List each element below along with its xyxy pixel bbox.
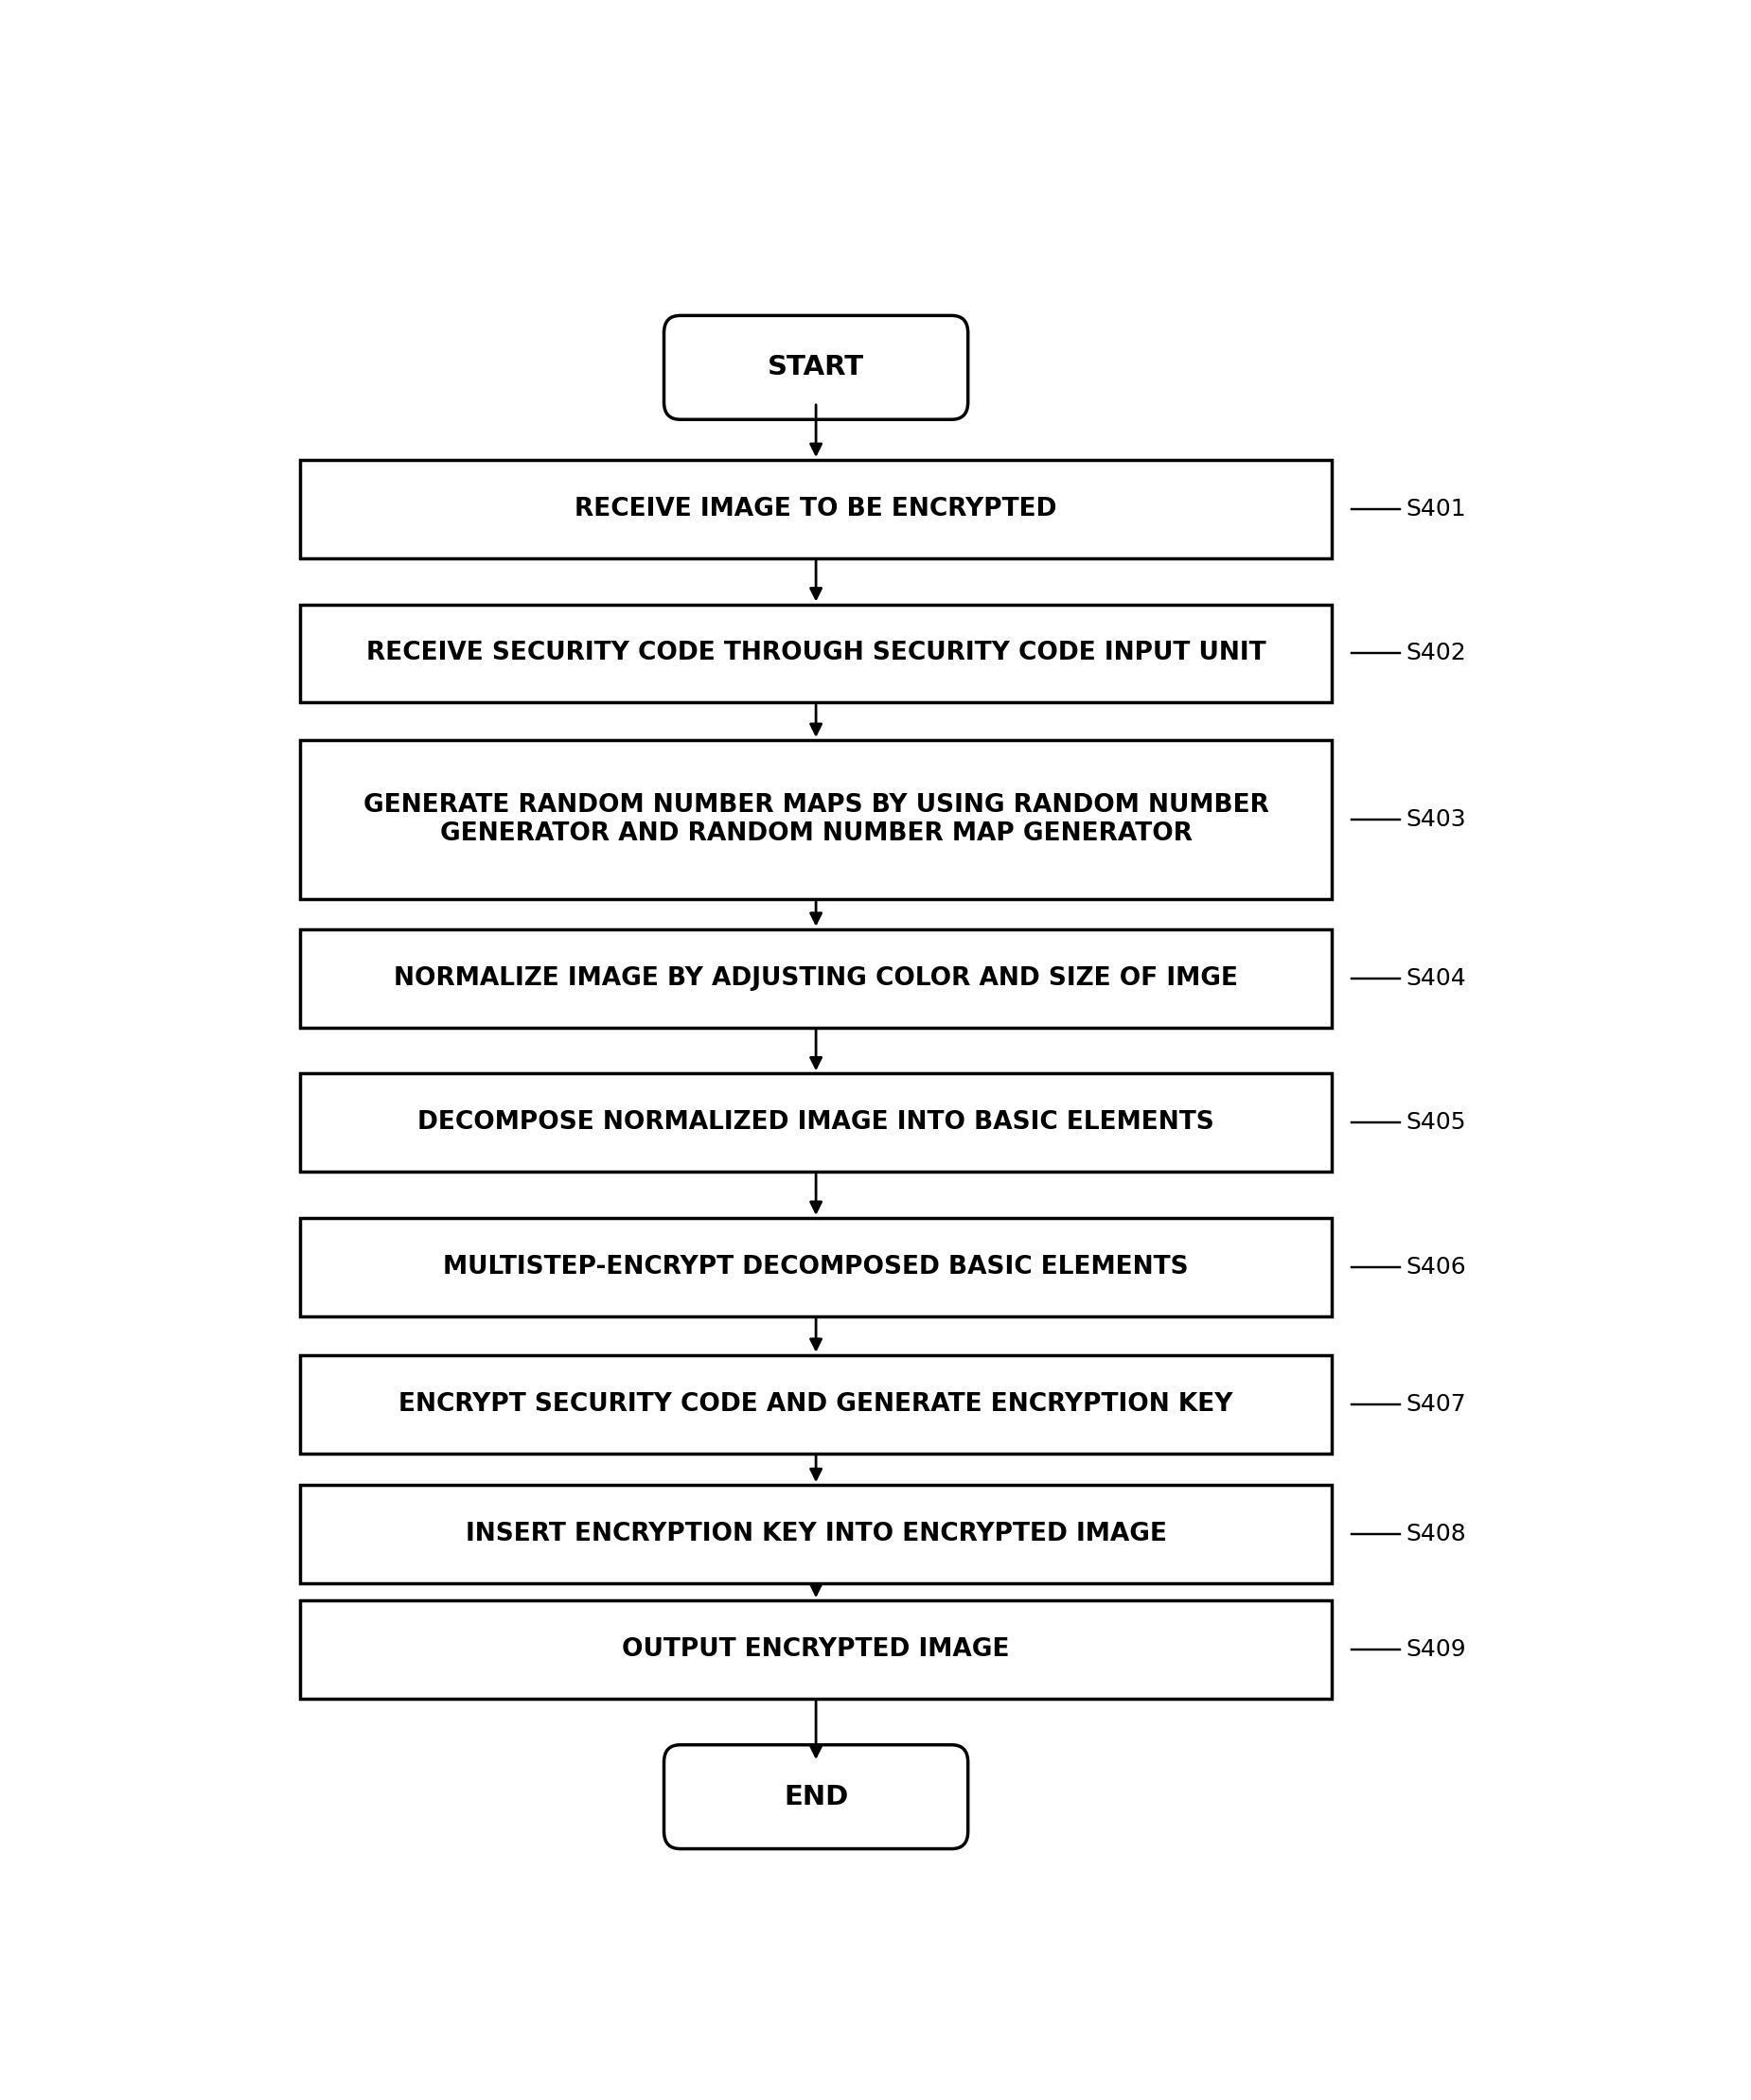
Text: END: END — [784, 1783, 847, 1810]
Text: OUTPUT ENCRYPTED IMAGE: OUTPUT ENCRYPTED IMAGE — [622, 1638, 1010, 1661]
Text: S408: S408 — [1406, 1522, 1467, 1546]
Text: S403: S403 — [1406, 808, 1467, 832]
Text: S401: S401 — [1406, 498, 1467, 521]
FancyBboxPatch shape — [301, 1218, 1333, 1317]
FancyBboxPatch shape — [301, 460, 1333, 559]
FancyBboxPatch shape — [301, 739, 1333, 899]
FancyBboxPatch shape — [301, 928, 1333, 1027]
FancyBboxPatch shape — [301, 1485, 1333, 1583]
Text: GENERATE RANDOM NUMBER MAPS BY USING RANDOM NUMBER
GENERATOR AND RANDOM NUMBER M: GENERATE RANDOM NUMBER MAPS BY USING RAN… — [362, 794, 1269, 846]
FancyBboxPatch shape — [664, 315, 968, 420]
FancyBboxPatch shape — [301, 1600, 1333, 1699]
Text: INSERT ENCRYPTION KEY INTO ENCRYPTED IMAGE: INSERT ENCRYPTION KEY INTO ENCRYPTED IMA… — [466, 1522, 1166, 1546]
FancyBboxPatch shape — [664, 1745, 968, 1848]
Text: RECEIVE IMAGE TO BE ENCRYPTED: RECEIVE IMAGE TO BE ENCRYPTED — [574, 498, 1058, 521]
Text: ENCRYPT SECURITY CODE AND GENERATE ENCRYPTION KEY: ENCRYPT SECURITY CODE AND GENERATE ENCRY… — [399, 1392, 1233, 1415]
Text: S405: S405 — [1406, 1111, 1466, 1134]
Text: RECEIVE SECURITY CODE THROUGH SECURITY CODE INPUT UNIT: RECEIVE SECURITY CODE THROUGH SECURITY C… — [366, 640, 1266, 666]
Text: S402: S402 — [1406, 643, 1467, 666]
Text: DECOMPOSE NORMALIZED IMAGE INTO BASIC ELEMENTS: DECOMPOSE NORMALIZED IMAGE INTO BASIC EL… — [418, 1111, 1215, 1134]
FancyBboxPatch shape — [301, 605, 1333, 701]
Text: START: START — [767, 355, 865, 380]
Text: NORMALIZE IMAGE BY ADJUSTING COLOR AND SIZE OF IMGE: NORMALIZE IMAGE BY ADJUSTING COLOR AND S… — [394, 966, 1238, 991]
Text: S409: S409 — [1406, 1638, 1467, 1661]
Text: S406: S406 — [1406, 1256, 1467, 1279]
Text: MULTISTEP-ENCRYPT DECOMPOSED BASIC ELEMENTS: MULTISTEP-ENCRYPT DECOMPOSED BASIC ELEME… — [443, 1254, 1189, 1279]
Text: S407: S407 — [1406, 1392, 1467, 1415]
FancyBboxPatch shape — [301, 1073, 1333, 1172]
Text: S404: S404 — [1406, 966, 1467, 989]
FancyBboxPatch shape — [301, 1354, 1333, 1453]
